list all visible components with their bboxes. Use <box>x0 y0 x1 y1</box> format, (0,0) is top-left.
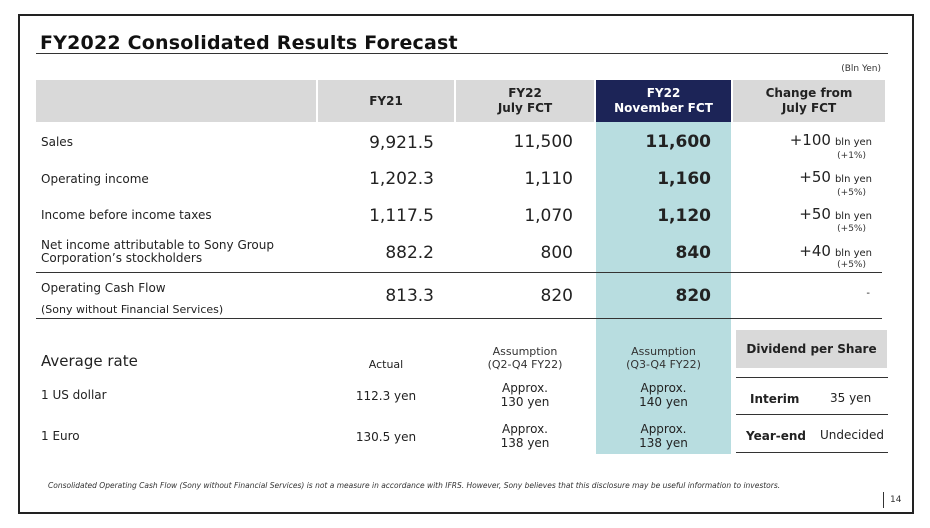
net-income-july: 800 <box>540 243 573 263</box>
net-income-change: +40 bln yen <box>799 242 872 260</box>
dividend-interim-value: 35 yen <box>830 391 872 405</box>
rate-july-assumption-header: Assumption (Q2-Q4 FY22) <box>487 345 563 371</box>
euro-actual: 130.5 yen <box>355 430 417 444</box>
divider <box>36 318 882 319</box>
header-change: Change from July FCT <box>733 80 885 122</box>
usd-november: Approx. 140 yen <box>639 381 688 409</box>
net-income-change-pct: (+5%) <box>837 260 866 270</box>
dividend-header: Dividend per Share <box>736 330 887 368</box>
divider <box>736 414 888 415</box>
row-label-operating-cash-flow: Operating Cash Flow <box>41 281 166 295</box>
dividend-yearend-label: Year-end <box>746 429 806 443</box>
page-title: FY2022 Consolidated Results Forecast <box>40 32 458 54</box>
income-before-taxes-change: +50 bln yen <box>799 205 872 223</box>
unit-label: (Bln Yen) <box>841 64 881 74</box>
november-highlight-column <box>596 122 731 454</box>
operating-cash-flow-fy21: 813.3 <box>385 286 434 306</box>
income-before-taxes-july: 1,070 <box>524 206 573 226</box>
divider <box>736 377 888 378</box>
sales-change: +100 bln yen <box>789 131 872 149</box>
row-label-income-before-taxes: Income before income taxes <box>41 208 212 222</box>
operating-cash-flow-change: - <box>866 288 870 299</box>
sales-july: 11,500 <box>513 132 573 152</box>
usd-actual: 112.3 yen <box>355 389 417 403</box>
rate-november-assumption-header: Assumption (Q3-Q4 FY22) <box>626 345 701 371</box>
rate-label-euro: 1 Euro <box>41 429 80 443</box>
operating-income-change-pct: (+5%) <box>837 188 866 198</box>
row-label-net-income: Net income attributable to Sony Group Cor… <box>41 238 274 265</box>
euro-november: Approx. 138 yen <box>639 422 688 450</box>
header-fy21: FY21 <box>318 80 454 122</box>
euro-july: Approx. 138 yen <box>500 422 550 450</box>
slide-frame <box>18 14 914 514</box>
dividend-interim-label: Interim <box>750 392 800 406</box>
row-sublabel-operating-cash-flow: (Sony without Financial Services) <box>41 303 224 316</box>
header-fy22-july: FY22 July FCT <box>456 80 594 122</box>
divider <box>736 452 888 453</box>
rate-label-usd: 1 US dollar <box>41 388 107 402</box>
divider <box>36 272 882 273</box>
sales-change-pct: (+1%) <box>837 151 866 161</box>
sales-fy21: 9,921.5 <box>369 133 434 153</box>
net-income-november: 840 <box>675 243 712 263</box>
operating-cash-flow-november: 820 <box>675 286 712 306</box>
usd-july: Approx. 130 yen <box>500 381 550 409</box>
footnote: Consolidated Operating Cash Flow (Sony w… <box>48 481 781 490</box>
row-label-sales: Sales <box>41 135 73 149</box>
net-income-fy21: 882.2 <box>385 243 434 263</box>
operating-income-change: +50 bln yen <box>799 168 872 186</box>
sales-november: 11,600 <box>645 132 711 152</box>
operating-cash-flow-july: 820 <box>540 286 573 306</box>
title-underline <box>36 53 888 54</box>
row-label-operating-income: Operating income <box>41 172 149 186</box>
page-number: 14 <box>883 492 901 508</box>
dividend-yearend-value: Undecided <box>820 428 884 442</box>
header-blank <box>36 80 316 122</box>
average-rate-title: Average rate <box>41 352 138 370</box>
income-before-taxes-change-pct: (+5%) <box>837 224 866 234</box>
header-fy22-november: FY22 November FCT <box>596 80 731 122</box>
operating-income-fy21: 1,202.3 <box>369 169 434 189</box>
income-before-taxes-fy21: 1,117.5 <box>369 206 434 226</box>
rate-actual-header: Actual <box>368 358 404 371</box>
income-before-taxes-november: 1,120 <box>657 206 711 226</box>
operating-income-november: 1,160 <box>657 169 711 189</box>
operating-income-july: 1,110 <box>524 169 573 189</box>
